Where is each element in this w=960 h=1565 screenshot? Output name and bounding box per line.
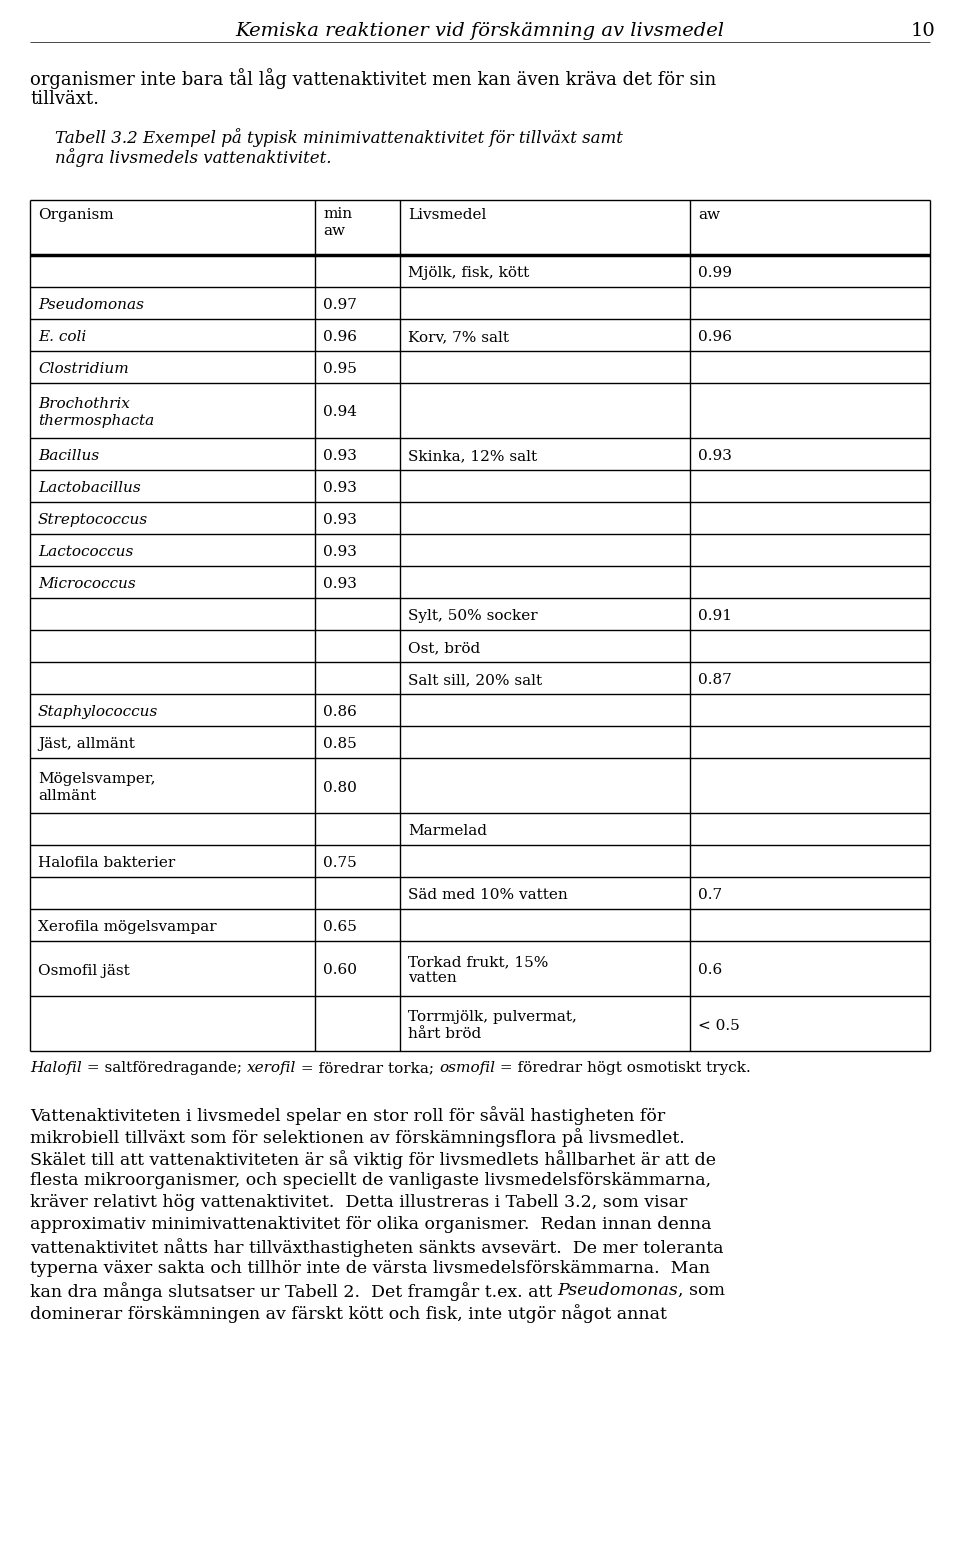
Text: Pseudomonas: Pseudomonas	[558, 1282, 679, 1299]
Text: Brochothrix: Brochothrix	[38, 398, 130, 412]
Text: Halofil: Halofil	[30, 1061, 82, 1075]
Text: 0.95: 0.95	[323, 362, 357, 376]
Text: 0.97: 0.97	[323, 297, 357, 311]
Text: osmofil: osmofil	[439, 1061, 494, 1075]
Text: Halofila bakterier: Halofila bakterier	[38, 856, 176, 870]
Text: 0.86: 0.86	[323, 704, 357, 718]
Text: 0.65: 0.65	[323, 920, 357, 934]
Text: 0.93: 0.93	[323, 545, 357, 559]
Text: 0.91: 0.91	[698, 609, 732, 623]
Text: Korv, 7% salt: Korv, 7% salt	[408, 330, 509, 344]
Text: = saltföredragande;: = saltföredragande;	[82, 1061, 247, 1075]
Text: E. coli: E. coli	[38, 330, 86, 344]
Text: Jäst, allmänt: Jäst, allmänt	[38, 737, 134, 751]
Text: Vattenaktiviteten i livsmedel spelar en stor roll för såväl hastigheten för: Vattenaktiviteten i livsmedel spelar en …	[30, 1106, 665, 1125]
Text: allmänt: allmänt	[38, 789, 96, 803]
Text: Osmofil jäst: Osmofil jäst	[38, 964, 130, 978]
Text: = föredrar högt osmotiskt tryck.: = föredrar högt osmotiskt tryck.	[494, 1061, 751, 1075]
Text: Livsmedel: Livsmedel	[408, 208, 487, 222]
Text: Clostridium: Clostridium	[38, 362, 129, 376]
Text: 0.93: 0.93	[323, 513, 357, 527]
Text: Säd med 10% vatten: Säd med 10% vatten	[408, 887, 567, 901]
Text: 0.96: 0.96	[698, 330, 732, 344]
Text: 0.7: 0.7	[698, 887, 722, 901]
Text: approximativ minimivattenaktivitet för olika organismer.  Redan innan denna: approximativ minimivattenaktivitet för o…	[30, 1216, 711, 1233]
Text: 0.93: 0.93	[698, 449, 732, 463]
Text: 0.87: 0.87	[698, 673, 732, 687]
Text: thermosphacta: thermosphacta	[38, 413, 155, 427]
Text: aw: aw	[698, 208, 720, 222]
Text: min: min	[323, 207, 352, 221]
Text: , som: , som	[679, 1282, 726, 1299]
Text: Streptococcus: Streptococcus	[38, 513, 148, 527]
Text: Mjölk, fisk, kött: Mjölk, fisk, kött	[408, 266, 529, 280]
Text: tillväxt.: tillväxt.	[30, 91, 99, 108]
Text: Tabell 3.2 Exempel på typisk minimivattenaktivitet för tillväxt samt: Tabell 3.2 Exempel på typisk minimivatte…	[55, 128, 623, 147]
Text: kan dra många slutsatser ur Tabell 2.  Det framgår t.ex. att: kan dra många slutsatser ur Tabell 2. De…	[30, 1282, 558, 1301]
Text: 0.93: 0.93	[323, 449, 357, 463]
Text: Micrococcus: Micrococcus	[38, 577, 135, 592]
Text: vatten: vatten	[408, 972, 457, 986]
Text: 0.96: 0.96	[323, 330, 357, 344]
Text: < 0.5: < 0.5	[698, 1019, 740, 1033]
Text: 0.75: 0.75	[323, 856, 357, 870]
Text: 0.93: 0.93	[323, 577, 357, 592]
Text: hårt bröd: hårt bröd	[408, 1027, 481, 1041]
Text: Organism: Organism	[38, 208, 113, 222]
Text: kräver relativt hög vattenaktivitet.  Detta illustreras i Tabell 3.2, som visar: kräver relativt hög vattenaktivitet. Det…	[30, 1194, 687, 1211]
Text: Lactococcus: Lactococcus	[38, 545, 133, 559]
Text: 0.85: 0.85	[323, 737, 357, 751]
Text: 0.60: 0.60	[323, 964, 357, 978]
Text: Ost, bröd: Ost, bröd	[408, 642, 480, 656]
Text: mikrobiell tillväxt som för selektionen av förskämningsflora på livsmedlet.: mikrobiell tillväxt som för selektionen …	[30, 1128, 684, 1147]
Text: några livsmedels vattenaktivitet.: några livsmedels vattenaktivitet.	[55, 149, 331, 167]
Text: = föredrar torka;: = föredrar torka;	[296, 1061, 439, 1075]
Text: Staphylococcus: Staphylococcus	[38, 704, 158, 718]
Text: Torkad frukt, 15%: Torkad frukt, 15%	[408, 956, 548, 969]
Text: Mögelsvamper,: Mögelsvamper,	[38, 773, 156, 787]
Text: Pseudomonas: Pseudomonas	[38, 297, 144, 311]
Text: aw: aw	[323, 224, 345, 238]
Text: Skinka, 12% salt: Skinka, 12% salt	[408, 449, 538, 463]
Text: 0.6: 0.6	[698, 964, 722, 978]
Text: dominerar förskämningen av färskt kött och fisk, inte utgör något annat: dominerar förskämningen av färskt kött o…	[30, 1304, 667, 1322]
Text: Marmelad: Marmelad	[408, 825, 487, 837]
Text: typerna växer sakta och tillhör inte de värsta livsmedelsförskämmarna.  Man: typerna växer sakta och tillhör inte de …	[30, 1260, 710, 1277]
Text: Salt sill, 20% salt: Salt sill, 20% salt	[408, 673, 542, 687]
Text: Bacillus: Bacillus	[38, 449, 99, 463]
Text: organismer inte bara tål låg vattenaktivitet men kan även kräva det för sin: organismer inte bara tål låg vattenaktiv…	[30, 67, 716, 89]
Text: 0.93: 0.93	[323, 480, 357, 495]
Text: Torrmjölk, pulvermat,: Torrmjölk, pulvermat,	[408, 1011, 577, 1025]
Text: Sylt, 50% socker: Sylt, 50% socker	[408, 609, 538, 623]
Text: Lactobacillus: Lactobacillus	[38, 480, 141, 495]
Text: flesta mikroorganismer, och speciellt de vanligaste livsmedelsförskämmarna,: flesta mikroorganismer, och speciellt de…	[30, 1172, 711, 1189]
Text: Skälet till att vattenaktiviteten är så viktig för livsmedlets hållbarhet är att: Skälet till att vattenaktiviteten är så …	[30, 1150, 716, 1169]
Text: xerofil: xerofil	[247, 1061, 296, 1075]
Text: Xerofila mögelsvampar: Xerofila mögelsvampar	[38, 920, 217, 934]
Text: 0.94: 0.94	[323, 405, 357, 419]
Text: 0.99: 0.99	[698, 266, 732, 280]
Text: 0.80: 0.80	[323, 781, 357, 795]
Text: vattenaktivitet nåtts har tillväxthastigheten sänkts avsevärt.  De mer toleranta: vattenaktivitet nåtts har tillväxthastig…	[30, 1238, 724, 1257]
Text: 10: 10	[910, 22, 935, 41]
Text: Kemiska reaktioner vid förskämning av livsmedel: Kemiska reaktioner vid förskämning av li…	[235, 22, 725, 41]
